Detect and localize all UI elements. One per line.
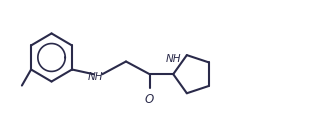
Text: O: O [145,93,154,106]
Text: NH: NH [87,72,103,82]
Text: NH: NH [166,54,181,64]
